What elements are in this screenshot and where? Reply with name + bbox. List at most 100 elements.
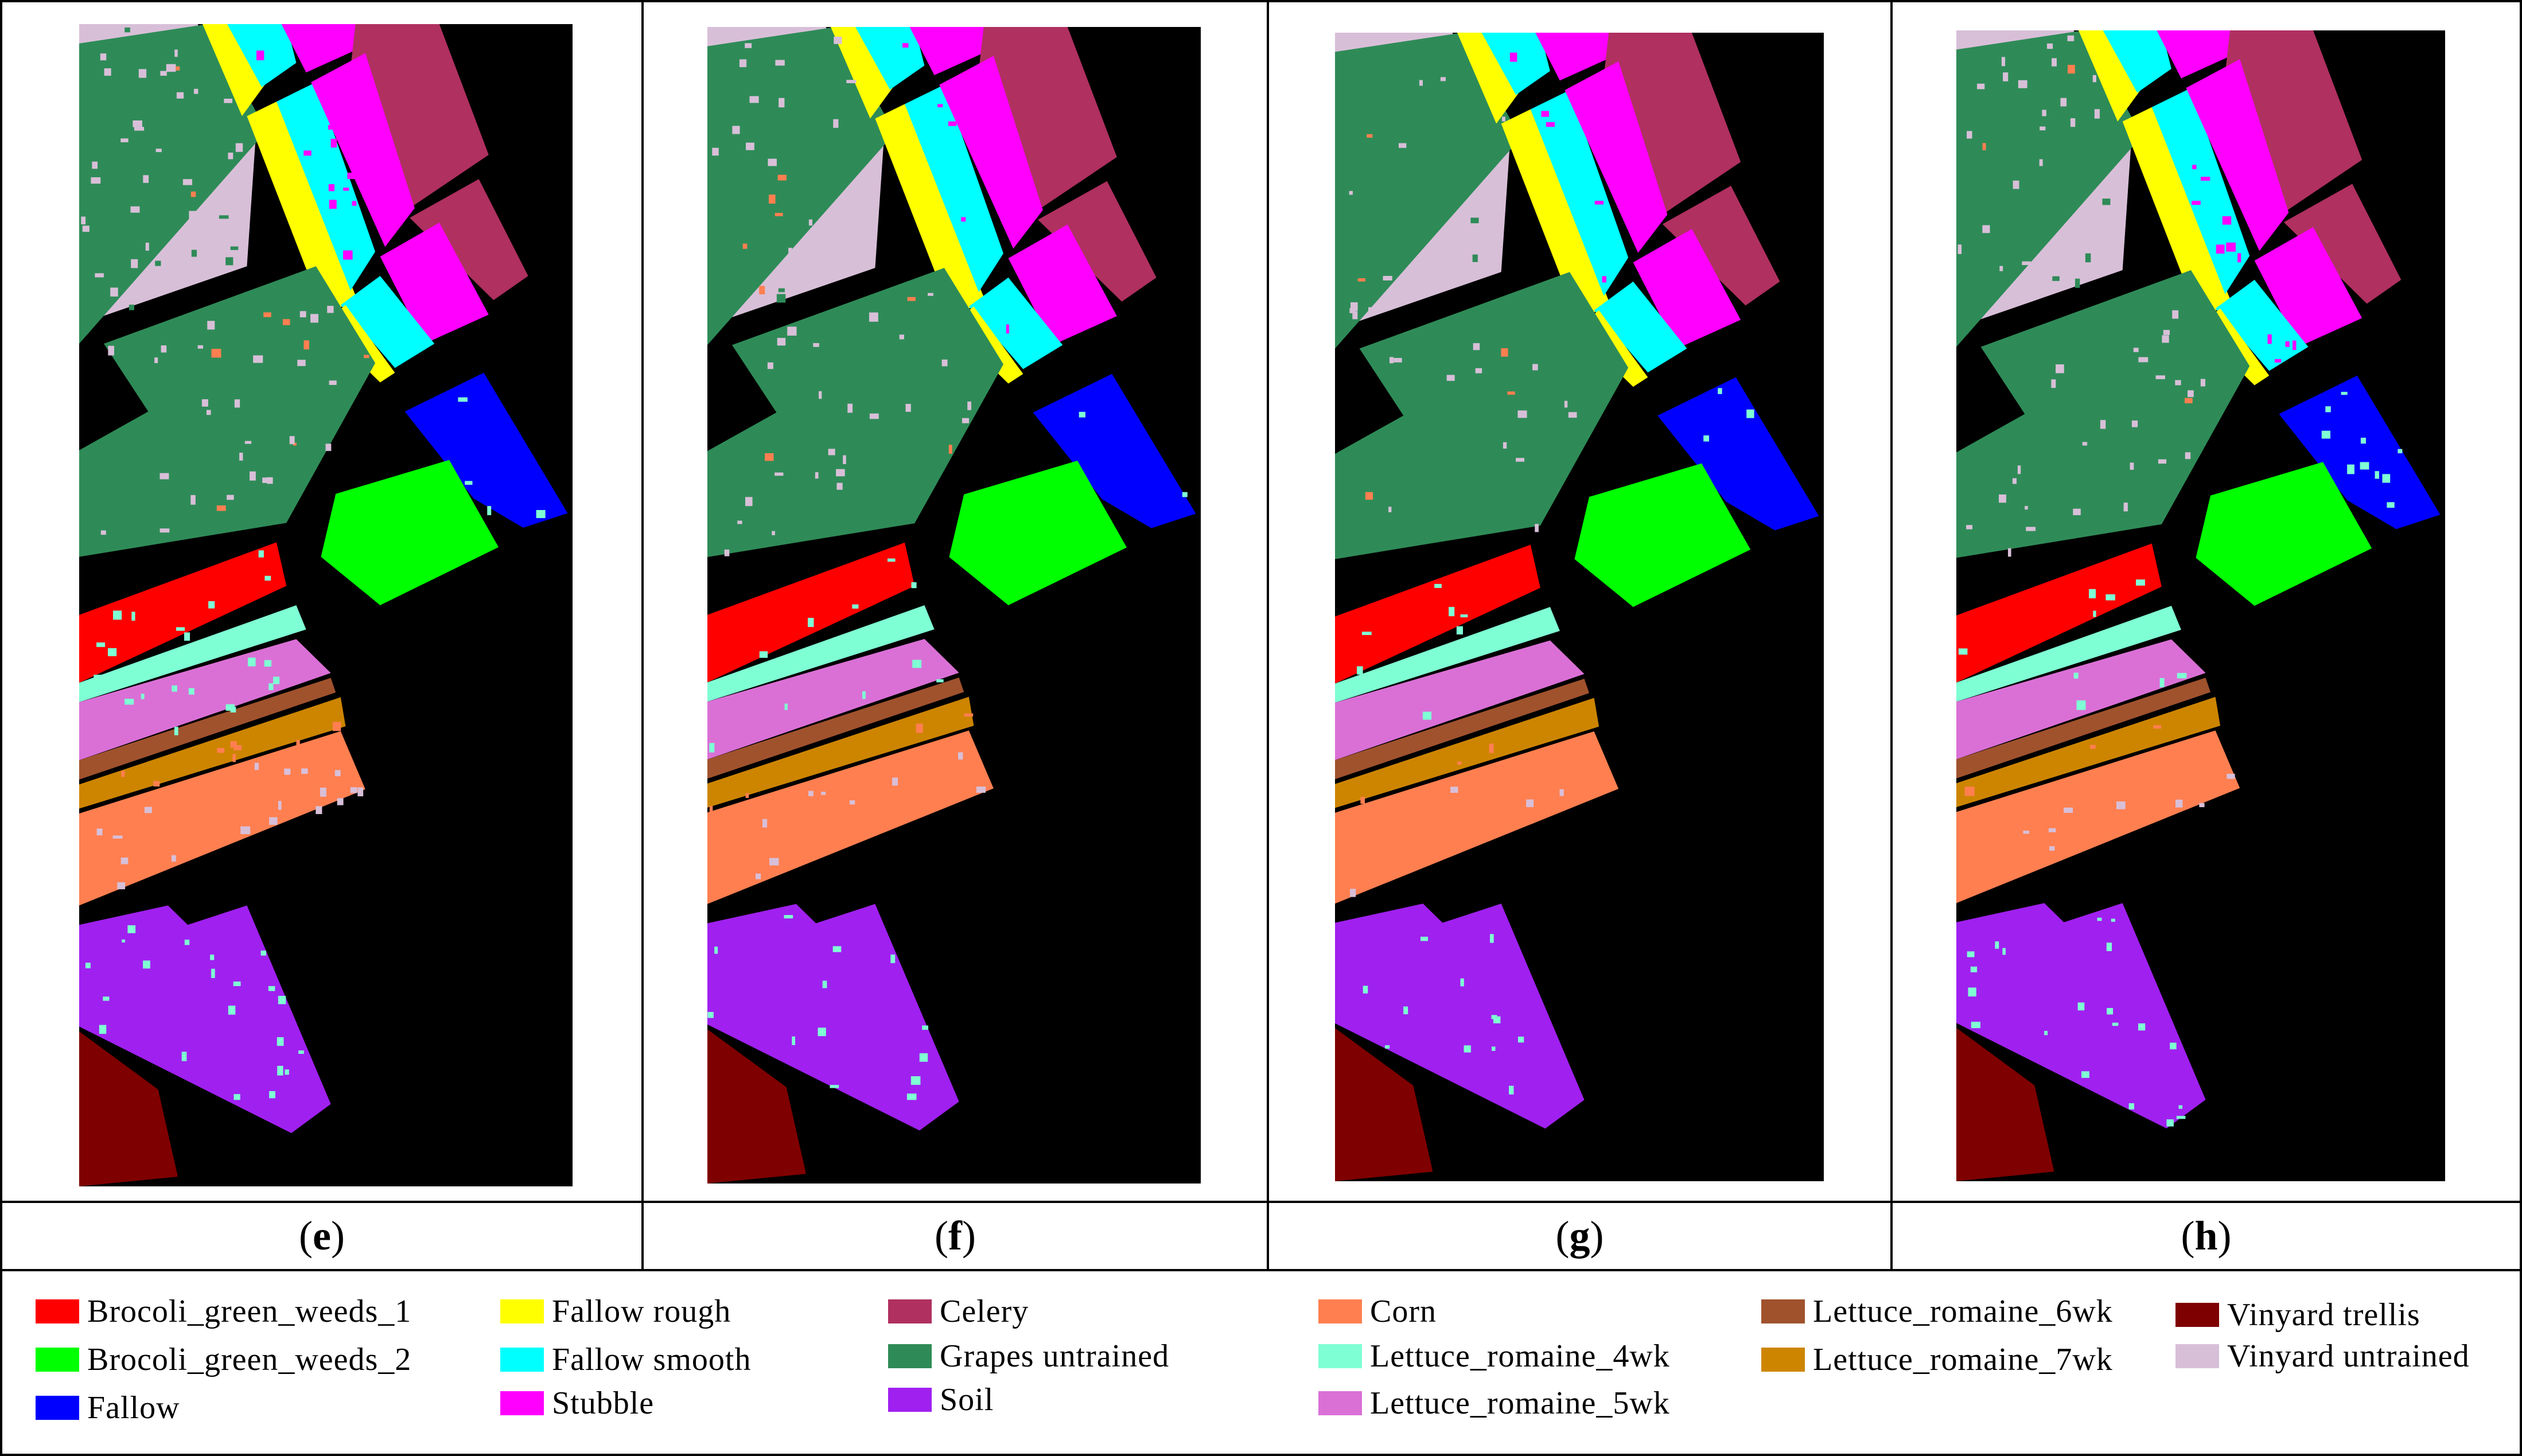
misclassified-pixel <box>962 418 970 423</box>
field-fallow-smooth-a <box>2103 30 2171 93</box>
misclassified-pixel <box>712 147 719 156</box>
field-lettuce-5wk <box>1335 640 1585 760</box>
field-vinyard-trellis <box>707 1029 806 1184</box>
field-fallow-rough-a <box>203 24 267 116</box>
misclassified-pixel <box>2138 357 2149 363</box>
misclassified-pixel <box>707 1011 714 1018</box>
misclassified-pixel <box>232 754 236 762</box>
misclassified-pixel <box>296 739 300 750</box>
misclassified-pixel <box>2292 340 2297 351</box>
misclassified-pixel <box>96 828 103 836</box>
misclassified-pixel <box>120 857 129 865</box>
misclassified-pixel <box>350 787 357 793</box>
misclassified-pixel <box>174 49 178 57</box>
misclassified-pixel <box>828 449 835 456</box>
misclassified-pixel <box>1361 632 1372 635</box>
misclassified-pixel <box>2056 364 2064 373</box>
legend-label: Fallow smooth <box>552 1342 752 1377</box>
misclassified-pixel <box>1460 978 1464 987</box>
misclassified-pixel <box>1999 266 2003 271</box>
misclassified-pixel <box>2017 465 2021 474</box>
field-stubble-b <box>311 53 415 247</box>
field-stubble-c <box>2254 227 2363 347</box>
misclassified-pixel <box>85 963 91 968</box>
field-fallow-rough-a <box>831 27 895 119</box>
misclassified-pixel <box>2112 1022 2119 1026</box>
legend-swatch <box>1761 1348 1805 1372</box>
field-brocoli-1 <box>1956 543 2162 683</box>
legend-item-lettuce-5wk: Lettuce_romaine_5wk <box>1318 1385 1670 1422</box>
field-brocoli-2 <box>949 461 1127 605</box>
misclassified-pixel <box>2073 508 2081 516</box>
misclassified-pixel <box>235 143 243 152</box>
misclassified-pixel <box>269 1091 275 1099</box>
misclassified-pixel <box>778 288 785 293</box>
misclassified-pixel <box>303 340 309 350</box>
misclassified-pixel <box>278 995 286 1005</box>
misclassified-pixel <box>847 403 853 413</box>
misclassified-pixel <box>176 66 180 71</box>
misclassified-pixel <box>277 1037 284 1046</box>
legend: Brocoli_green_weeds_1 Brocoli_green_weed… <box>0 1271 2522 1455</box>
field-lettuce-6wk <box>79 678 336 780</box>
misclassified-pixel <box>131 259 138 268</box>
misclassified-pixel <box>1464 1045 1471 1053</box>
misclassified-pixel <box>1977 83 1985 89</box>
field-corn <box>1956 730 2240 904</box>
misclassified-pixel <box>225 257 233 266</box>
misclassified-pixel <box>1968 987 1976 997</box>
field-fallow-smooth-a <box>1481 33 1550 95</box>
legend-item-brocoli-1: Brocoli_green_weeds_1 <box>36 1293 411 1330</box>
misclassified-pixel <box>2347 464 2354 474</box>
misclassified-pixel <box>254 762 259 770</box>
field-soil <box>1335 904 1585 1129</box>
legend-label: Stubble <box>552 1385 655 1421</box>
legend-label: Lettuce_romaine_6wk <box>1813 1294 2113 1329</box>
frame-col-3 <box>1890 0 1893 1270</box>
misclassified-pixel <box>154 357 158 363</box>
legend-label: Brocoli_green_weeds_1 <box>87 1294 412 1329</box>
misclassified-pixel <box>197 345 204 349</box>
misclassified-pixel <box>1350 889 1356 897</box>
misclassified-pixel <box>2267 334 2272 344</box>
frame-col-1 <box>641 0 644 1270</box>
misclassified-pixel <box>830 1085 839 1088</box>
misclassified-pixel <box>1967 131 1972 139</box>
caption-label: e <box>313 1213 331 1259</box>
misclassified-pixel <box>767 362 773 369</box>
misclassified-pixel <box>2131 420 2138 427</box>
misclassified-pixel <box>749 96 759 103</box>
misclassified-pixel <box>465 481 473 485</box>
misclassified-pixel <box>892 777 898 786</box>
misclassified-pixel <box>1352 312 1358 320</box>
misclassified-pixel <box>2192 165 2197 169</box>
legend-label: Lettuce_romaine_7wk <box>1813 1342 2113 1377</box>
misclassified-pixel <box>182 179 193 185</box>
misclassified-pixel <box>772 531 775 535</box>
misclassified-pixel <box>2325 406 2331 412</box>
misclassified-pixel <box>2135 579 2145 586</box>
field-fallow-smooth-b <box>1530 90 1629 296</box>
legend-item-lettuce-4wk: Lettuce_romaine_4wk <box>1318 1338 1670 1375</box>
misclassified-pixel <box>1363 986 1368 994</box>
misclassified-pixel <box>834 36 842 44</box>
misclassified-pixel <box>260 950 266 956</box>
misclassified-pixel <box>184 939 190 945</box>
misclassified-pixel <box>777 338 786 346</box>
misclassified-pixel <box>110 287 118 297</box>
misclassified-pixel <box>330 138 337 148</box>
field-lettuce-5wk <box>707 639 959 760</box>
legend-item-soil: Soil <box>888 1381 994 1418</box>
field-grapes-untrained-south <box>707 268 1003 557</box>
misclassified-pixel <box>1472 254 1478 262</box>
misclassified-pixel <box>2025 505 2028 510</box>
misclassified-pixel <box>1982 225 1990 233</box>
misclassified-pixel <box>2073 672 2079 679</box>
misclassified-pixel <box>2163 330 2170 335</box>
field-soil <box>79 905 331 1134</box>
misclassified-pixel <box>724 549 730 556</box>
field-grapes-untrained-north <box>1335 33 1521 349</box>
misclassified-pixel <box>2012 478 2017 484</box>
misclassified-pixel <box>788 247 792 257</box>
